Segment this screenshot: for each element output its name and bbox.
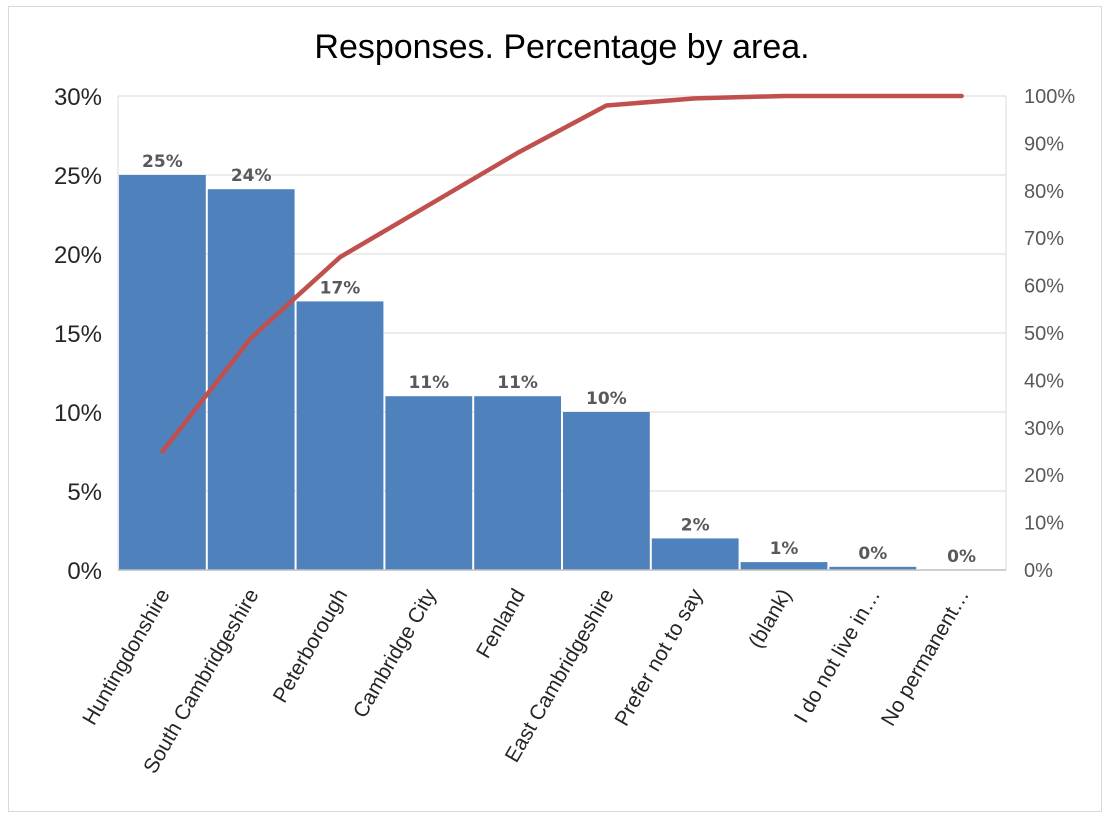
y2-tick-label: 80% xyxy=(1024,181,1064,203)
bar xyxy=(829,566,917,570)
data-labels: 25% 24% 17% 11% 11% 10% 2% 1% 0% 0% xyxy=(142,152,976,567)
chart-title: Responses. Percentage by area. xyxy=(314,28,809,66)
y2-tick-label: 50% xyxy=(1024,323,1064,345)
y-tick-label: 5% xyxy=(67,479,102,506)
y-tick-label: 0% xyxy=(67,558,102,585)
x-tick-label: (blank) xyxy=(744,585,796,652)
x-tick-label: Cambridge City xyxy=(349,585,442,722)
bar xyxy=(207,189,295,570)
y2-tick-label: 60% xyxy=(1024,276,1064,298)
y-tick-label: 15% xyxy=(54,321,102,348)
y-tick-label: 20% xyxy=(54,242,102,269)
y2-tick-label: 10% xyxy=(1024,513,1064,535)
data-label: 11% xyxy=(408,373,449,393)
x-tick-label: Huntingdonshire xyxy=(78,585,174,729)
x-tick-label: Prefer not to say xyxy=(611,585,708,730)
y2-tick-label: 100% xyxy=(1024,86,1075,108)
y2-tick-label: 20% xyxy=(1024,465,1064,487)
y2-tick-label: 90% xyxy=(1024,133,1064,155)
cumulative-line xyxy=(160,93,964,454)
bar xyxy=(385,396,473,570)
y2-tick-label: 0% xyxy=(1024,560,1053,582)
y2-tick-label: 40% xyxy=(1024,370,1064,392)
y-tick-label: 25% xyxy=(54,163,102,190)
data-label: 0% xyxy=(947,547,976,567)
data-label: 2% xyxy=(681,515,710,535)
y2-tick-label: 70% xyxy=(1024,228,1064,250)
x-tick-label: Fenland xyxy=(472,585,530,662)
bar xyxy=(296,301,384,570)
data-label: 10% xyxy=(586,389,627,409)
y2-tick-label: 30% xyxy=(1024,418,1064,440)
cumulative-line-series xyxy=(160,93,964,454)
data-label: 25% xyxy=(142,152,183,172)
x-tick-label: Peterborough xyxy=(269,585,353,707)
data-label: 0% xyxy=(858,544,887,564)
data-label: 1% xyxy=(770,539,799,559)
bar xyxy=(651,538,739,570)
bar xyxy=(474,396,561,570)
data-label: 24% xyxy=(231,166,272,186)
data-label: 11% xyxy=(497,373,538,393)
y-tick-label: 10% xyxy=(54,400,102,427)
x-tick-label: No permanent… xyxy=(877,585,974,730)
x-tick-label: I do not live in… xyxy=(790,585,885,727)
bar xyxy=(563,412,650,570)
bar xyxy=(740,562,828,570)
bar-series xyxy=(119,175,917,570)
data-label: 17% xyxy=(320,278,361,298)
bar xyxy=(119,175,206,570)
y-tick-label: 30% xyxy=(54,84,102,111)
